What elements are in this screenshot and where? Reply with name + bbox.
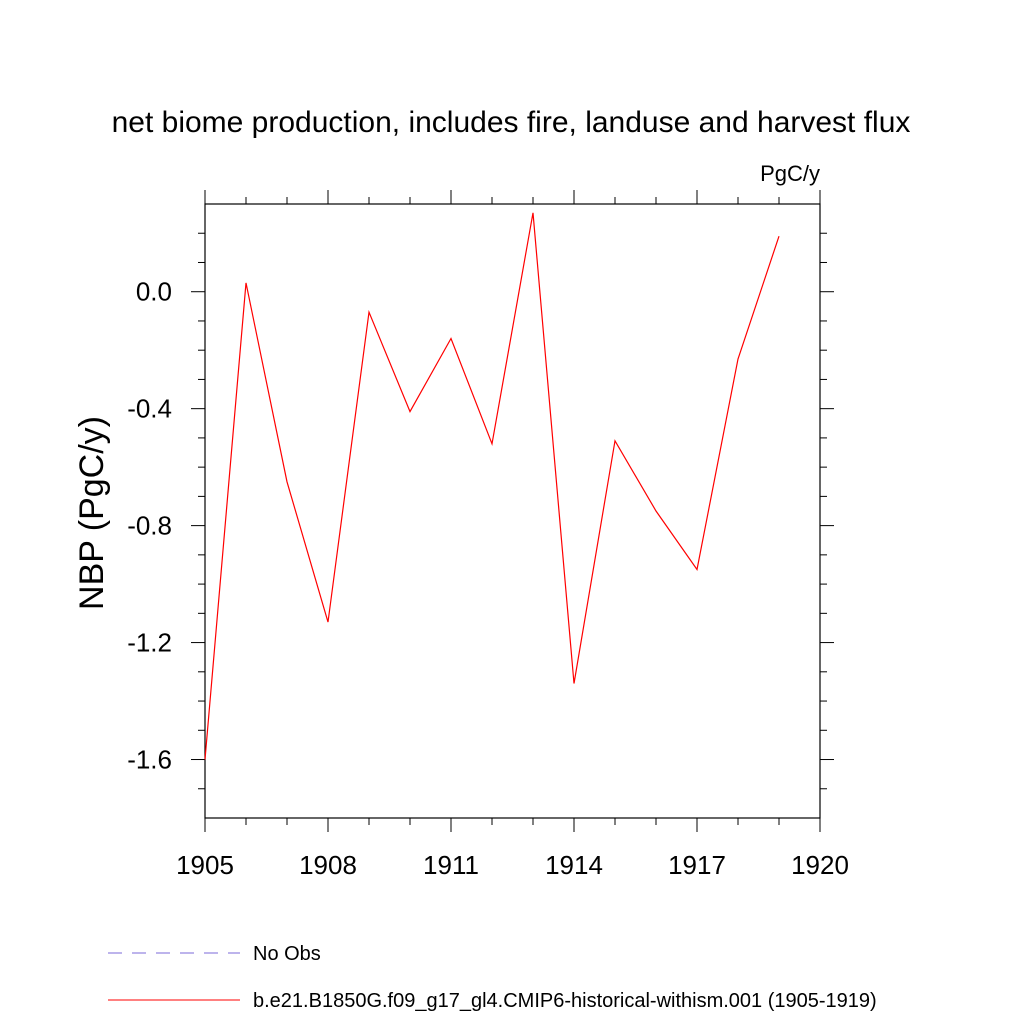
- x-tick-label: 1917: [668, 850, 726, 880]
- y-tick-label: -0.4: [127, 394, 172, 424]
- plot-frame: [204, 203, 821, 819]
- y-tick-label: -1.2: [127, 628, 172, 658]
- y-tick-label: -0.8: [127, 511, 172, 541]
- x-tick-label: 1920: [791, 850, 849, 880]
- y-axis-label: NBP (PgC/y): [73, 416, 111, 610]
- units-label: PgC/y: [760, 161, 820, 186]
- y-tick-label: 0.0: [136, 277, 172, 307]
- legend-label: b.e21.B1850G.f09_g17_gl4.CMIP6-historica…: [253, 990, 877, 1012]
- series-line: [204, 212, 780, 760]
- x-tick-label: 1911: [423, 850, 479, 880]
- y-tick-label: -1.6: [127, 745, 172, 775]
- x-tick-label: 1905: [176, 850, 234, 880]
- x-tick-label: 1908: [299, 850, 357, 880]
- legend-label: No Obs: [253, 943, 321, 965]
- x-tick-label: 1914: [545, 850, 603, 880]
- chart-title: net biome production, includes fire, lan…: [112, 106, 911, 139]
